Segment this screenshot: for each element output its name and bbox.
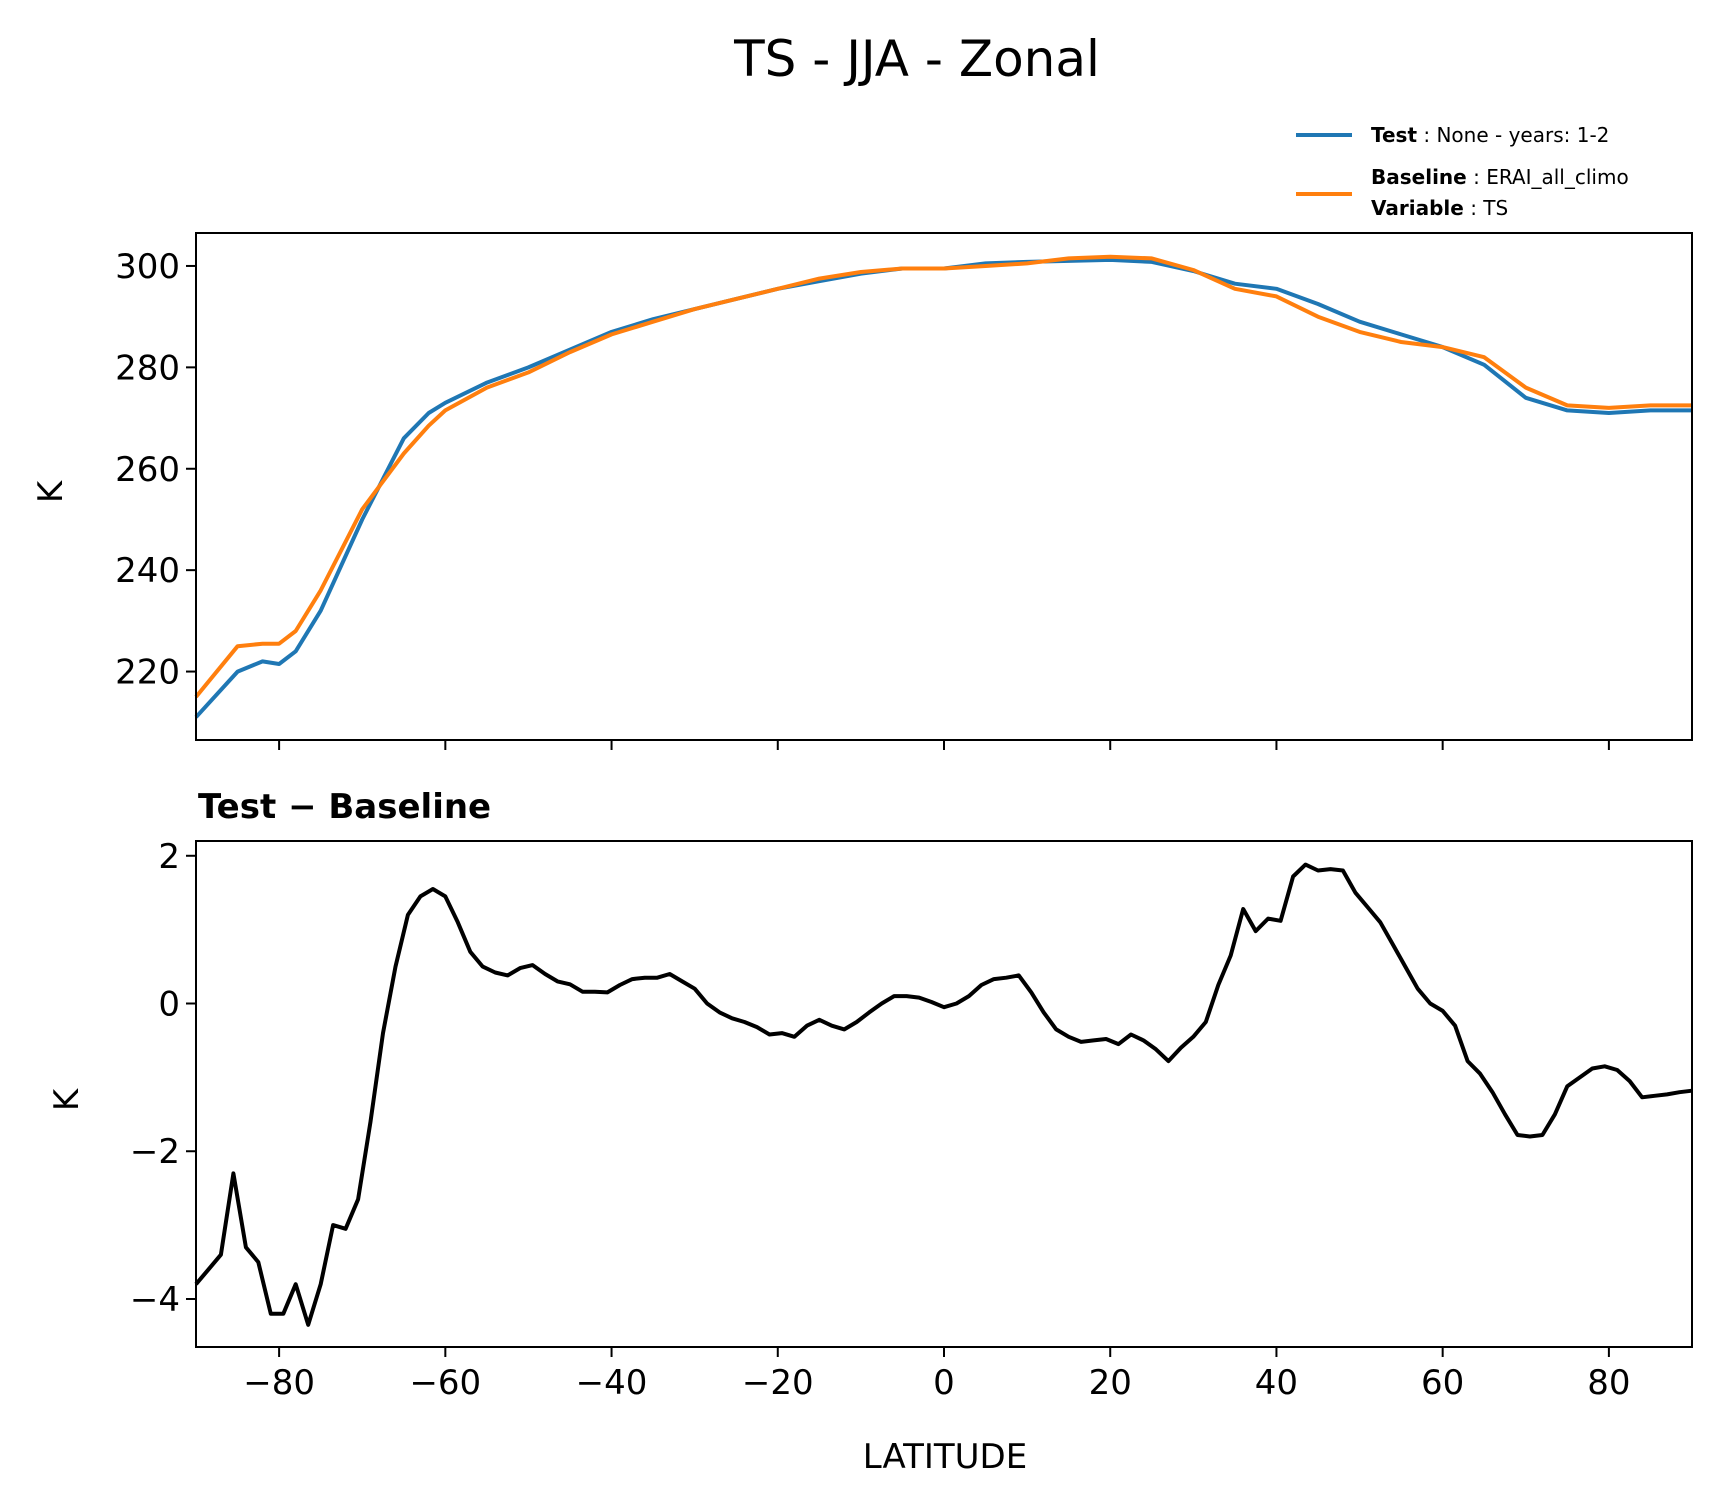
series-line-test-baseline [194, 862, 1693, 1327]
y-tick-label: 2 [158, 837, 180, 877]
legend-label-variable: Variable : TS [1371, 196, 1508, 220]
y-tick-label: 300 [115, 247, 180, 287]
y-tick-label: 220 [115, 653, 180, 693]
y-axis-label: K [47, 1087, 87, 1111]
series-line-test [194, 257, 1692, 719]
zonal-mean-panel: K 220 240 260 280 300 [31, 232, 1693, 750]
difference-panel: Test − Baseline K LATITUDE −4−202−80 −60−… [47, 787, 1693, 1477]
x-tick-label: 60 [1421, 1363, 1464, 1403]
x-tick-label: 40 [1255, 1363, 1298, 1403]
x-tick-label: 80 [1587, 1363, 1630, 1403]
y-tick-label: 280 [115, 348, 180, 388]
plot-frame [195, 840, 1693, 1348]
legend: Test : None - years: 1-2 Baseline : ERAI… [1296, 123, 1629, 220]
legend-label-baseline: Baseline : ERAI_all_climo [1371, 165, 1629, 189]
x-tick-label: −40 [576, 1363, 648, 1403]
x-tick-label: −20 [742, 1363, 814, 1403]
y-tick-label: −4 [130, 1280, 180, 1320]
y-tick-label: 260 [115, 450, 180, 490]
y-tick-label: 240 [115, 551, 180, 591]
y-axis-label: K [31, 479, 71, 503]
y-tick-label: −2 [130, 1132, 180, 1172]
x-axis-label: LATITUDE [863, 1437, 1027, 1477]
x-tick-label: −80 [243, 1363, 315, 1403]
difference-title: Test − Baseline [198, 787, 491, 827]
legend-label-test: Test : None - years: 1-2 [1371, 123, 1609, 147]
y-tick-label: 0 [158, 985, 180, 1025]
x-tick-label: 0 [933, 1363, 955, 1403]
series-line-baseline [194, 254, 1692, 699]
x-tick-label: −60 [409, 1363, 481, 1403]
plot-frame [195, 232, 1693, 741]
x-tick-label: 20 [1089, 1363, 1132, 1403]
figure-title: TS - JJA - Zonal [733, 30, 1100, 88]
